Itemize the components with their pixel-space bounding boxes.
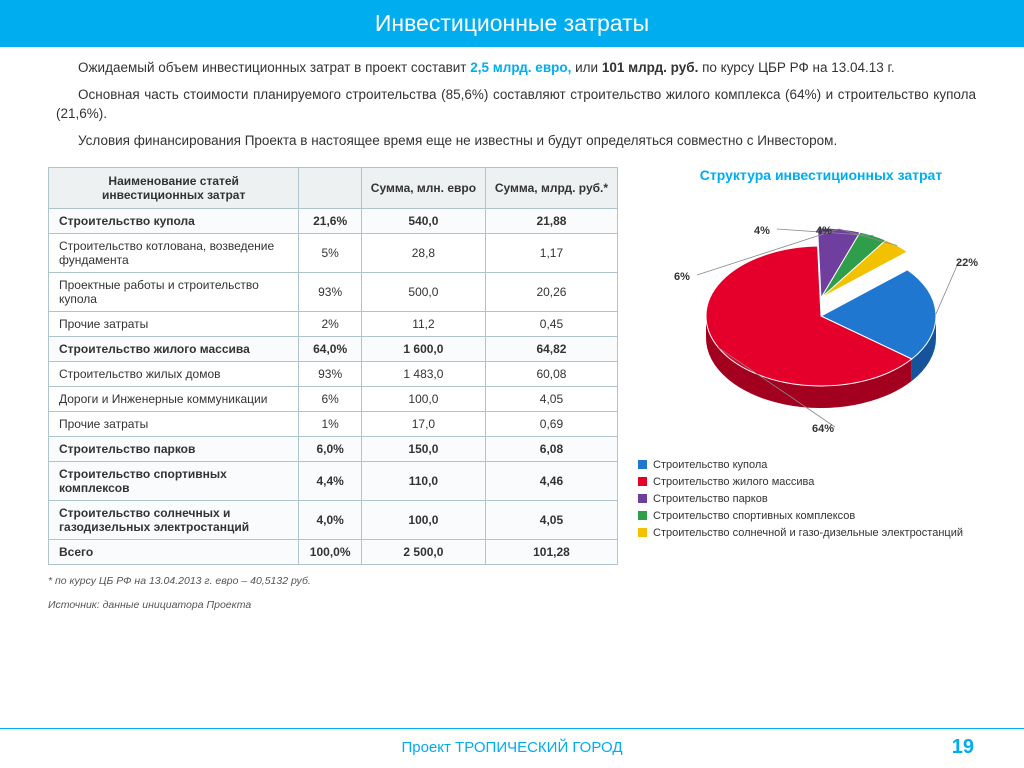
pie-slice-label: 4% — [754, 225, 770, 237]
page-header: Инвестиционные затраты — [0, 0, 1024, 47]
pie-chart: Структура инвестиционных затрат 22% 64% 6%… — [638, 167, 1004, 565]
table-row: Всего100,0%2 500,0101,28 — [49, 539, 618, 564]
legend-text: Строительство солнечной и газо-дизельные… — [653, 527, 963, 539]
chart-title: Структура инвестиционных затрат — [638, 167, 1004, 183]
paragraph-2: Основная часть стоимости планируемого ст… — [56, 86, 976, 124]
paragraph-3: Условия финансирования Проекта в настоящ… — [56, 132, 976, 151]
table-header: Сумма, млрд. руб.* — [485, 167, 617, 208]
intro-text: Ожидаемый объем инвестиционных затрат в … — [0, 47, 1024, 163]
page-title: Инвестиционные затраты — [375, 10, 649, 36]
paragraph-1: Ожидаемый объем инвестиционных затрат в … — [56, 59, 976, 78]
legend-swatch — [638, 460, 647, 469]
legend-swatch — [638, 494, 647, 503]
legend-text: Строительство жилого массива — [653, 476, 814, 488]
legend-item: Строительство жилого массива — [638, 476, 1004, 488]
legend-text: Строительство спортивных комплексов — [653, 510, 855, 522]
page-footer: Проект ТРОПИЧЕСКИЙ ГОРОД 19 — [0, 728, 1024, 768]
table-row: Строительство парков6,0%150,06,08 — [49, 436, 618, 461]
pie-slice-label: 64% — [812, 423, 834, 435]
table-row: Проектные работы и строительство купола9… — [49, 272, 618, 311]
table-header: Сумма, млн. евро — [361, 167, 485, 208]
table-row: Строительство солнечных и газодизельных … — [49, 500, 618, 539]
legend-swatch — [638, 511, 647, 520]
table-row: Прочие затраты2%11,20,45 — [49, 311, 618, 336]
footnote-1: * по курсу ЦБ РФ на 13.04.2013 г. евро –… — [0, 565, 1024, 589]
table-header: Наименование статей инвестиционных затра… — [49, 167, 299, 208]
legend-text: Строительство купола — [653, 459, 767, 471]
table-row: Строительство купола21,6%540,021,88 — [49, 208, 618, 233]
chart-legend: Строительство купола Строительство жилого… — [638, 459, 1004, 539]
legend-swatch — [638, 528, 647, 537]
table-row: Строительство жилого массива64,0%1 600,0… — [49, 336, 618, 361]
footnote-2: Источник: данные инициатора Проекта — [0, 589, 1024, 613]
footer-project: Проект ТРОПИЧЕСКИЙ ГОРОД — [401, 739, 622, 756]
legend-item: Строительство солнечной и газо-дизельные… — [638, 527, 1004, 539]
table-row: Строительство котлована, возведение фунд… — [49, 233, 618, 272]
legend-text: Строительство парков — [653, 493, 768, 505]
legend-item: Строительство парков — [638, 493, 1004, 505]
table-row: Строительство жилых домов93%1 483,060,08 — [49, 361, 618, 386]
table-row: Дороги и Инженерные коммуникации6%100,04… — [49, 386, 618, 411]
investment-table: Наименование статей инвестиционных затра… — [48, 167, 618, 565]
table-header — [299, 167, 362, 208]
table-row: Прочие затраты1%17,00,69 — [49, 411, 618, 436]
legend-item: Строительство купола — [638, 459, 1004, 471]
legend-item: Строительство спортивных комплексов — [638, 510, 1004, 522]
legend-swatch — [638, 477, 647, 486]
pie-slice-label: 4% — [816, 225, 832, 237]
pie-slice-label: 6% — [674, 271, 690, 283]
table-row: Строительство спортивных комплексов4,4%1… — [49, 461, 618, 500]
pie-slice-label: 22% — [956, 257, 978, 269]
page-number: 19 — [952, 736, 974, 759]
